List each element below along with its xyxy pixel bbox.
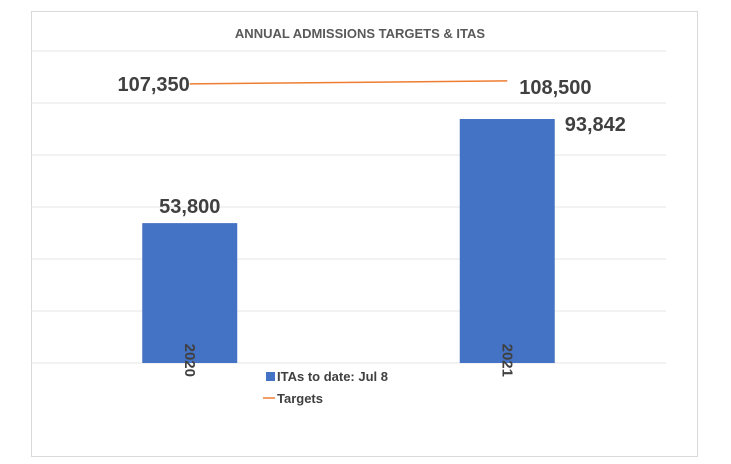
x-axis-ticks: 2020 2021 (181, 344, 516, 377)
data-labels: 53,800 93,842 107,350 108,500 (117, 74, 625, 218)
chart-frame (31, 11, 698, 457)
bar-2020 (142, 223, 238, 363)
target-data-label: 108,500 (519, 77, 591, 99)
gridlines (31, 50, 666, 364)
x-tick-label: 2020 (181, 344, 198, 377)
targets-line (189, 80, 508, 85)
x-tick-label: 2021 (498, 344, 515, 377)
chart-title: ANNUAL ADMISSIONS TARGETS & ITAS (235, 26, 485, 41)
legend-bar-label: ITAs to date: Jul 8 (277, 369, 388, 384)
target-data-label: 107,350 (117, 74, 189, 96)
legend: ITAs to date: Jul 8 Targets (263, 369, 388, 406)
legend-bar-swatch (266, 372, 275, 381)
bar-series (142, 119, 555, 363)
bar-data-label: 53,800 (159, 196, 220, 218)
bar-2021 (459, 119, 555, 363)
bar-data-label: 93,842 (565, 114, 626, 136)
legend-line-label: Targets (277, 391, 323, 406)
line-series (189, 80, 508, 85)
